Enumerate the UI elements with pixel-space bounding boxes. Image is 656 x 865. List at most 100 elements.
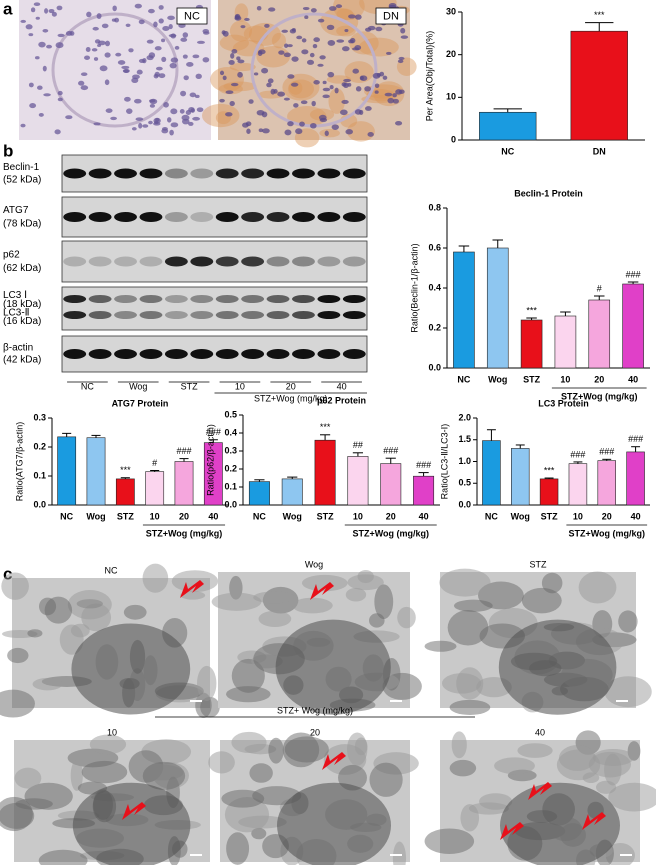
- tem-texture: [89, 734, 127, 755]
- nucleus: [37, 85, 43, 90]
- tem-texture: [477, 581, 524, 610]
- nucleus: [180, 37, 188, 42]
- tem-texture: [578, 571, 617, 604]
- scale-bar: [616, 700, 628, 702]
- nucleus: [51, 11, 57, 17]
- blot-band: [292, 349, 315, 359]
- blot-band: [342, 349, 366, 359]
- tem-texture: [592, 749, 634, 766]
- nucleus: [230, 53, 235, 59]
- y-tick-label: 0.0: [458, 499, 471, 509]
- nucleus: [375, 26, 383, 32]
- nucleus: [86, 11, 92, 18]
- tem-texture: [595, 780, 617, 794]
- bar: [597, 460, 616, 506]
- y-tick-label: 0.2: [33, 441, 46, 451]
- stain: [358, 37, 399, 57]
- nucleus: [78, 80, 85, 86]
- tem-texture: [354, 737, 368, 756]
- blot-label: (18 kDa): [3, 299, 41, 310]
- nucleus: [30, 7, 36, 13]
- nucleus: [194, 94, 200, 99]
- significance: ###: [176, 446, 191, 456]
- significance: ***: [544, 465, 555, 475]
- blot-band: [88, 168, 112, 179]
- nucleus: [42, 28, 49, 33]
- nucleus: [313, 37, 320, 43]
- tem-texture: [249, 763, 273, 783]
- nucleus: [43, 93, 51, 97]
- nucleus: [138, 122, 143, 129]
- blot-band: [164, 295, 188, 303]
- tem-texture: [369, 613, 385, 628]
- nucleus: [374, 90, 379, 94]
- nucleus: [65, 115, 73, 120]
- y-axis-label: Ratio(Beclin-1/β-actin): [409, 243, 419, 332]
- x-tick-label: NC: [501, 146, 514, 156]
- blot-row: [61, 335, 368, 373]
- nucleus: [148, 8, 155, 14]
- tem-texture: [392, 841, 407, 865]
- tem-texture: [268, 737, 284, 764]
- blot-band: [190, 349, 214, 359]
- nucleus: [38, 112, 44, 117]
- nucleus: [158, 5, 164, 10]
- nucleus: [192, 116, 201, 121]
- nucleus: [148, 120, 153, 125]
- x-tick-label: 40: [631, 511, 641, 521]
- tem-nucleus: [500, 782, 620, 865]
- label-box: [375, 7, 407, 25]
- blot-band: [114, 349, 137, 359]
- tem-texture: [451, 731, 467, 759]
- nucleus: [318, 114, 327, 121]
- bar: [281, 478, 303, 506]
- nucleus: [322, 94, 330, 99]
- nucleus: [341, 99, 349, 105]
- nucleus: [85, 47, 91, 52]
- x-tick-label: NC: [485, 511, 498, 521]
- nucleus: [293, 103, 299, 108]
- nucleus: [322, 80, 327, 85]
- lane-label: 10: [235, 381, 245, 391]
- tem-texture: [582, 772, 600, 784]
- blot-band: [63, 212, 87, 222]
- nucleus: [326, 24, 335, 30]
- y-tick-label: 0.5: [458, 478, 471, 488]
- nucleus: [161, 56, 167, 62]
- nucleus: [93, 57, 99, 61]
- nucleus: [153, 122, 161, 126]
- nucleus: [296, 35, 303, 40]
- nucleus: [153, 73, 159, 79]
- blot-band: [241, 168, 265, 179]
- blot-band: [164, 168, 188, 179]
- nucleus: [174, 45, 180, 50]
- nucleus: [283, 97, 290, 101]
- bar: [380, 463, 402, 506]
- significance: ###: [416, 460, 431, 470]
- nucleus: [379, 71, 385, 77]
- significance: ###: [599, 447, 614, 457]
- red-arrow: [582, 812, 606, 830]
- significance: ***: [320, 422, 331, 432]
- stain: [229, 62, 256, 72]
- x-tick-label: 10: [560, 374, 570, 384]
- blot-label: Beclin-1: [3, 162, 40, 173]
- nucleus: [329, 6, 337, 11]
- stain: [366, 88, 395, 102]
- nucleus: [299, 121, 305, 127]
- panel-label: a: [3, 0, 13, 18]
- scale-bar: [390, 700, 402, 702]
- stain: [346, 121, 375, 142]
- nucleus: [202, 28, 210, 34]
- nucleus: [97, 43, 102, 48]
- nucleus: [300, 100, 308, 105]
- nucleus: [262, 128, 270, 134]
- nucleus: [94, 39, 101, 44]
- nucleus: [309, 52, 315, 58]
- nucleus: [192, 54, 200, 59]
- nucleus: [287, 121, 294, 127]
- nucleus: [392, 98, 399, 104]
- blot-band: [139, 256, 163, 267]
- bar: [347, 456, 369, 506]
